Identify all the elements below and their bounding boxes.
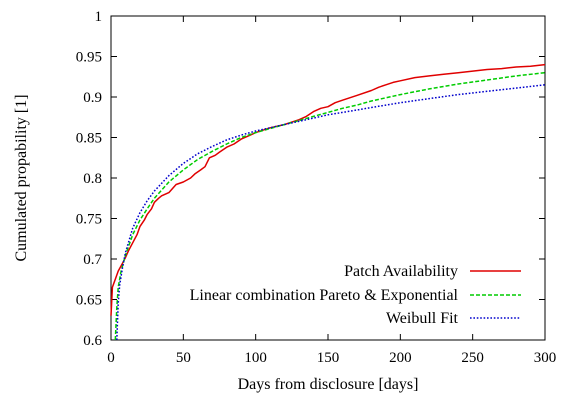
y-tick-label-4: 0.8 [83,171,102,187]
x-tick-label-4: 200 [389,350,412,366]
y-tick-label-7: 0.95 [76,50,102,66]
y-tick-label-0: 0.6 [83,333,102,349]
y-tick-label-2: 0.7 [83,252,102,268]
axis-tick-labels: 0 50 100 150 200 250 300 0.6 0.65 0.7 0.75 0.8 0.85 0… [76,9,557,366]
y-tick-label-3: 0.75 [76,212,102,228]
legend-label-2: Weibull Fit [386,310,459,327]
y-tick-label-6: 0.9 [83,90,102,106]
x-tick-label-2: 100 [244,350,267,366]
legend-label-1: Linear combination Pareto & Exponential [190,287,459,304]
x-axis-label: Days from disclosure [days] [238,376,419,393]
y-tick-label-8: 1 [95,9,103,25]
series-line-1 [114,71,546,341]
x-tick-label-6: 300 [534,350,557,366]
y-tick-label-1: 0.65 [76,293,102,309]
y-axis-label: Cumulated propability [1] [13,94,30,261]
x-tick-label-1: 50 [176,350,191,366]
legend: Patch Availability Linear combination Par… [190,263,521,327]
y-tick-label-5: 0.85 [76,131,102,147]
legend-label-0: Patch Availability [344,263,458,280]
series-line-0 [110,63,546,316]
x-tick-label-0: 0 [107,350,115,366]
x-tick-label-3: 150 [317,350,340,366]
x-tick-label-5: 250 [461,350,484,366]
series-line-2 [116,84,546,341]
series-lines [110,63,546,341]
